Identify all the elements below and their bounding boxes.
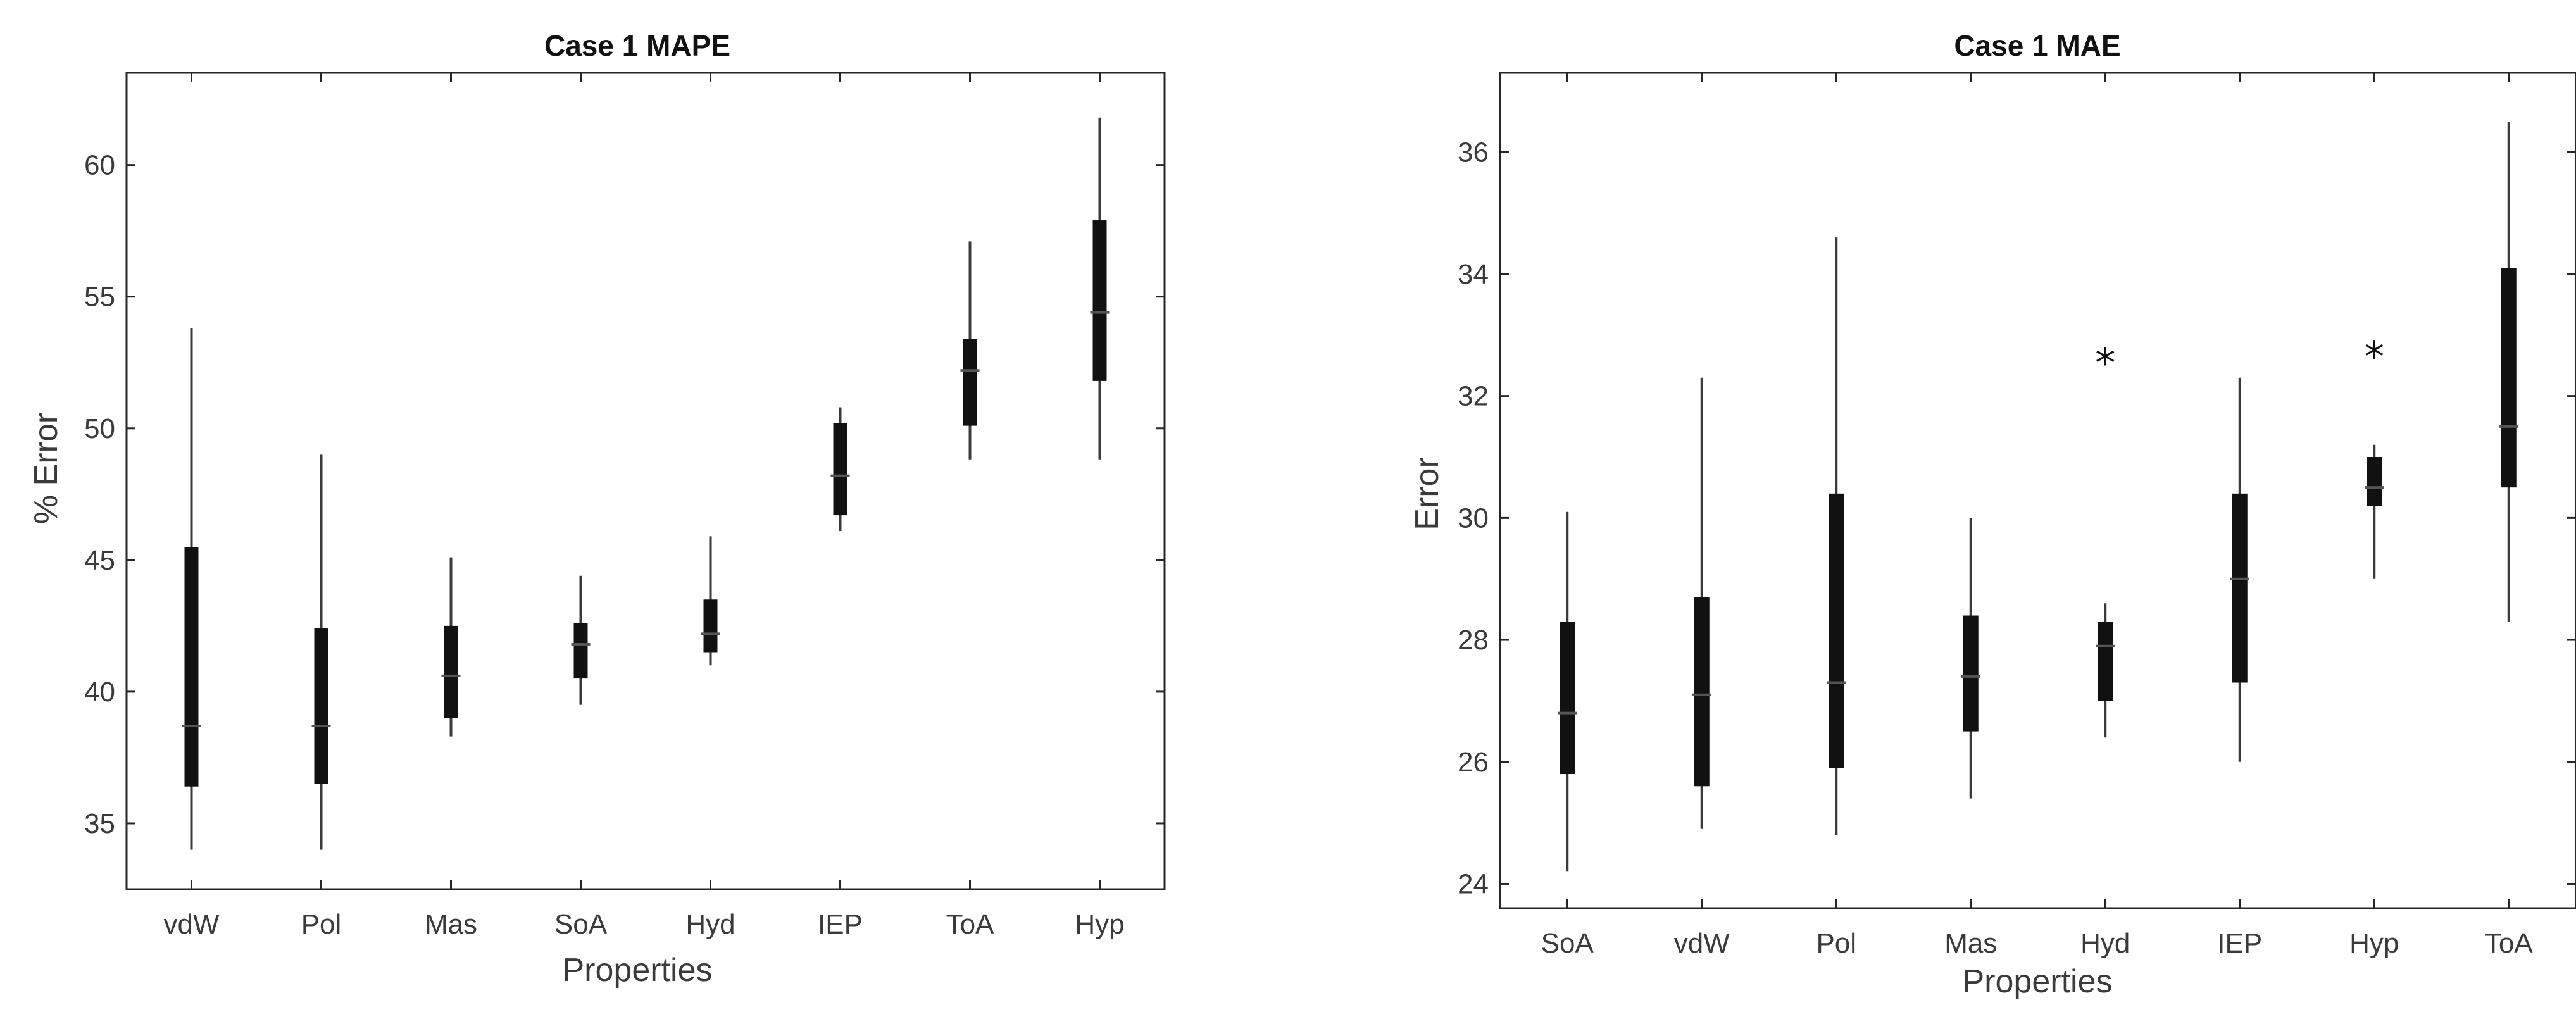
y-tick-label: 30 (1458, 503, 1489, 534)
box-iqr (573, 623, 588, 679)
box-iqr (963, 339, 977, 426)
box-iqr (833, 423, 847, 516)
x-tick-label: IEP (2217, 928, 2262, 959)
box-iqr (1560, 622, 1575, 775)
y-tick-label: 50 (84, 413, 115, 444)
y-tick-label: 40 (84, 677, 115, 708)
x-tick-label: Hyp (2349, 928, 2399, 959)
box-iqr (1963, 615, 1979, 732)
y-tick-label: 28 (1458, 625, 1489, 656)
plot-area: 24 26 28 30 32 34 36 SoA vdW Pol Mas Hyd IEP Hyp ToA * * (1458, 72, 2576, 959)
x-tick-label: SoA (554, 909, 608, 940)
x-tick-label: Pol (1816, 928, 1856, 959)
box-iqr (184, 547, 199, 787)
y-tick-label: 55 (84, 282, 115, 313)
chart-title: Case 1 MAE (1954, 29, 2120, 62)
x-tick-label: vdW (1674, 928, 1730, 959)
y-tick-label: 32 (1458, 381, 1489, 412)
y-axis-label: % Error (28, 413, 65, 524)
x-tick-label: vdW (164, 909, 220, 940)
x-tick-label: Hyd (2080, 928, 2130, 959)
x-tick-label: IEP (818, 909, 863, 940)
y-tick-label: 35 (84, 808, 115, 839)
box-iqr (2232, 493, 2248, 683)
box-iqr (2501, 268, 2517, 488)
x-tick-label: Pol (301, 909, 342, 940)
x-tick-label: ToA (946, 909, 994, 940)
x-axis-label: Properties (1963, 963, 2113, 1000)
box-iqr (703, 599, 718, 653)
box-iqr (1694, 597, 1710, 787)
y-tick-label: 36 (1458, 137, 1489, 168)
x-tick-label: Hyp (1075, 909, 1124, 940)
x-axis-label: Properties (563, 952, 713, 989)
box-iqr (1092, 220, 1107, 381)
y-tick-label: 34 (1458, 259, 1489, 290)
y-tick-label: 24 (1458, 868, 1489, 899)
x-tick-label: Hyd (685, 909, 735, 940)
plot-area: 35 40 45 50 55 60 vdW Pol Mas SoA Hyd IEP ToA Hyp (84, 72, 1166, 940)
box-iqr (2098, 622, 2113, 701)
x-tick-label: Mas (425, 909, 477, 940)
outlier-marker: * (2364, 334, 2384, 381)
box-iqr (2367, 457, 2382, 506)
x-tick-label: SoA (1541, 928, 1594, 959)
y-tick-label: 26 (1458, 747, 1489, 778)
box-iqr (444, 625, 458, 718)
x-tick-label: ToA (2485, 928, 2533, 959)
axes-frame (125, 72, 1166, 890)
y-axis-label: Error (1409, 457, 1446, 530)
axes-frame (1499, 72, 2576, 909)
y-tick-label: 60 (84, 150, 115, 181)
x-tick-label: Mas (1944, 928, 1997, 959)
chart-title: Case 1 MAPE (544, 29, 730, 62)
box-iqr (314, 628, 328, 784)
mape-chart: Case 1 MAPE 35 40 45 50 55 60 vdW Pol Mas SoA Hyd I… (28, 29, 1166, 989)
outlier-marker: * (2095, 340, 2115, 387)
mae-chart: Case 1 MAE 24 26 28 30 32 34 36 SoA vdW Pol Mas Hyd… (1409, 29, 2576, 1000)
y-tick-label: 45 (84, 545, 115, 576)
box-iqr (1829, 493, 1844, 768)
